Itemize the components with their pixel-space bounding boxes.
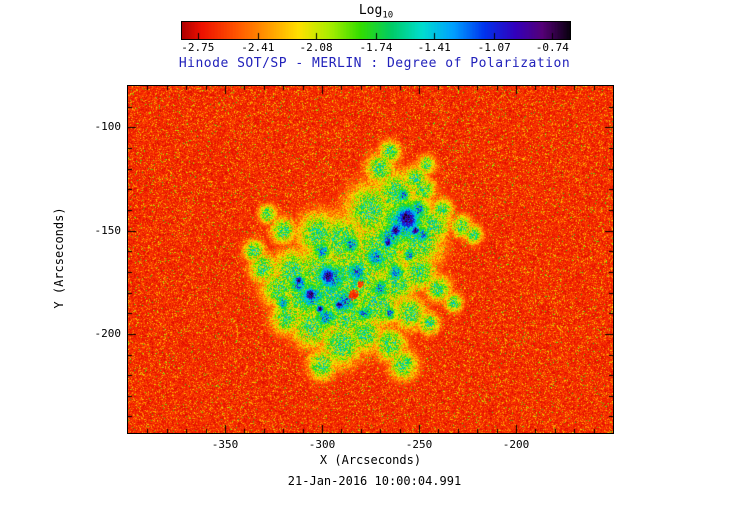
heatmap: [127, 85, 614, 434]
y-axis-label: Y (Arcseconds): [52, 207, 66, 309]
colorbar-tick-label: -2.08: [299, 41, 333, 54]
colorbar-tick-label: -2.41: [241, 41, 275, 54]
y-tick-label: -100: [94, 120, 122, 134]
y-tick-label: -150: [94, 223, 122, 237]
x-tick-label: -200: [502, 438, 530, 451]
x-tick-label: -300: [308, 438, 336, 451]
x-tick-label: -250: [405, 438, 433, 451]
colorbar-title-sub: 10: [382, 10, 394, 21]
chart-title: Hinode SOT/SP - MERLIN : Degree of Polar…: [178, 56, 571, 71]
colorbar-title-main: Log: [358, 3, 383, 18]
colorbar-title: Log10: [181, 3, 571, 21]
colorbar-tick-label: -1.41: [417, 41, 451, 54]
heatmap-canvas: [128, 86, 613, 433]
x-tick-label: -350: [211, 438, 239, 451]
timestamp: 21-Jan-2016 10:00:04.991: [287, 474, 462, 488]
colorbar-tick-label: -2.75: [181, 41, 215, 54]
x-axis-label: X (Arcseconds): [319, 453, 422, 467]
colorbar-gradient: [182, 22, 570, 39]
colorbar-tick-label: -1.74: [359, 41, 393, 54]
colorbar: [181, 21, 571, 40]
colorbar-tick-label: -1.07: [477, 41, 511, 54]
colorbar-tick-label: -0.74: [535, 41, 569, 54]
y-tick-label: -200: [94, 326, 122, 340]
